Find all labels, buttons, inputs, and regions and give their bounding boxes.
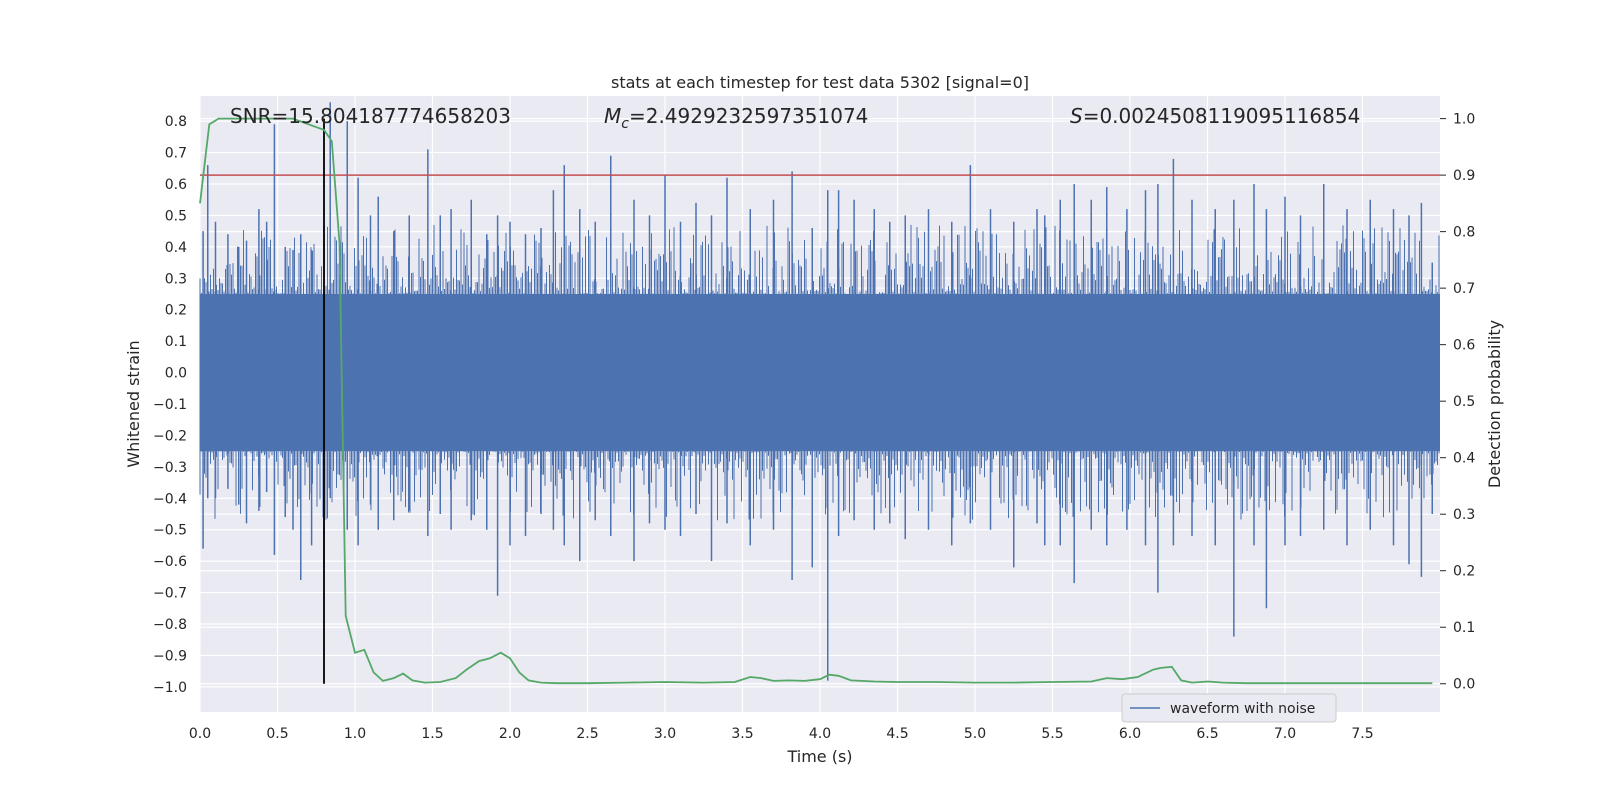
x-tick-label: 6.5 (1196, 726, 1218, 742)
x-tick-label: 6.0 (1119, 726, 1141, 742)
y-right-tick-label: 0.1 (1453, 620, 1475, 636)
y-left-tick-label: 0.5 (165, 208, 187, 224)
legend-box (1121, 693, 1337, 723)
x-tick-label: 2.0 (499, 726, 521, 742)
y-right-tick-label: 0.2 (1453, 564, 1475, 580)
x-tick-label: 7.0 (1274, 726, 1296, 742)
x-tick-label: 3.0 (654, 726, 676, 742)
x-tick-labels: 0.0 0.5 1.0 1.5 2.0 2.5 3.0 3.5 4.0 4.5 5.0 5.5 6.0 6… (189, 726, 1374, 742)
y-left-tick-label: −1.0 (153, 680, 187, 696)
y-left-tick-label: −0.9 (153, 648, 187, 664)
x-tick-label: 0.5 (266, 726, 288, 742)
y-left-tick-label: 0.3 (165, 271, 187, 287)
y-right-tick-label: 0.5 (1453, 394, 1475, 410)
probability-line (199, 117, 1433, 685)
y-left-tick-label: 0.4 (165, 240, 187, 256)
y-right-tick-label: 0.6 (1453, 338, 1475, 354)
x-tick-label: 0.0 (189, 726, 211, 742)
x-tick-label: 4.0 (809, 726, 831, 742)
y-left-tick-label: −0.1 (153, 397, 187, 413)
snr-annotation: SNR=15.804187774658203 (230, 104, 511, 128)
probability-series (199, 117, 1433, 685)
y-left-tick-label: 0.7 (165, 146, 187, 162)
statistic-annotation: S=0.0024508119095116854 (1070, 104, 1360, 128)
y-right-axis-label: Detection probability (1485, 320, 1504, 488)
y-right-tick-labels: 1.0 0.9 0.8 0.7 0.6 0.5 0.4 0.3 0.2 0.1 0.0 (1440, 112, 1475, 693)
x-tick-label: 4.5 (886, 726, 908, 742)
y-left-tick-label: −0.8 (153, 617, 187, 633)
y-left-tick-label: 0.6 (165, 177, 187, 193)
chirp-mass-annotation: Mc=2.4929232597351074 (604, 104, 868, 132)
y-right-tick-label: 0.3 (1453, 507, 1475, 523)
y-left-tick-label: −0.3 (153, 460, 187, 476)
y-left-tick-label: 0.0 (165, 366, 187, 382)
x-tick-label: 1.5 (421, 726, 443, 742)
legend: waveform with noise (1121, 693, 1337, 723)
y-right-tick-label: 0.0 (1453, 677, 1475, 693)
y-right-tick-label: 0.9 (1453, 168, 1475, 184)
y-right-tick-label: 0.7 (1453, 281, 1475, 297)
y-left-tick-label: 0.1 (165, 334, 187, 350)
y-left-axis-label: Whitened strain (124, 340, 143, 467)
y-right-tick-label: 0.8 (1453, 225, 1475, 241)
chart-title: stats at each timestep for test data 530… (611, 73, 1029, 92)
y-right-tick-label: 1.0 (1453, 112, 1475, 128)
x-tick-label: 5.0 (964, 726, 986, 742)
y-left-tick-label: −0.7 (153, 586, 187, 602)
y-left-tick-label: −0.5 (153, 523, 187, 539)
waveform-series (199, 102, 1440, 681)
y-left-tick-label: 0.2 (165, 303, 187, 319)
x-tick-label: 1.0 (344, 726, 366, 742)
x-tick-label: 2.5 (576, 726, 598, 742)
y-left-tick-labels: 0.8 0.7 0.6 0.5 0.4 0.3 0.2 0.1 0.0 −0.1 −0.2 −0.3 −… (153, 114, 187, 696)
legend-label: waveform with noise (1170, 701, 1315, 717)
y-left-tick-label: 0.8 (165, 114, 187, 130)
x-tick-label: 3.5 (731, 726, 753, 742)
y-left-tick-label: −0.2 (153, 428, 187, 444)
y-right-tick-label: 0.4 (1453, 451, 1475, 467)
y-left-tick-label: −0.4 (153, 491, 187, 507)
x-tick-label: 7.5 (1351, 726, 1373, 742)
x-axis-label: Time (s) (786, 747, 852, 766)
y-left-tick-label: −0.6 (153, 554, 187, 570)
x-tick-label: 5.5 (1041, 726, 1063, 742)
